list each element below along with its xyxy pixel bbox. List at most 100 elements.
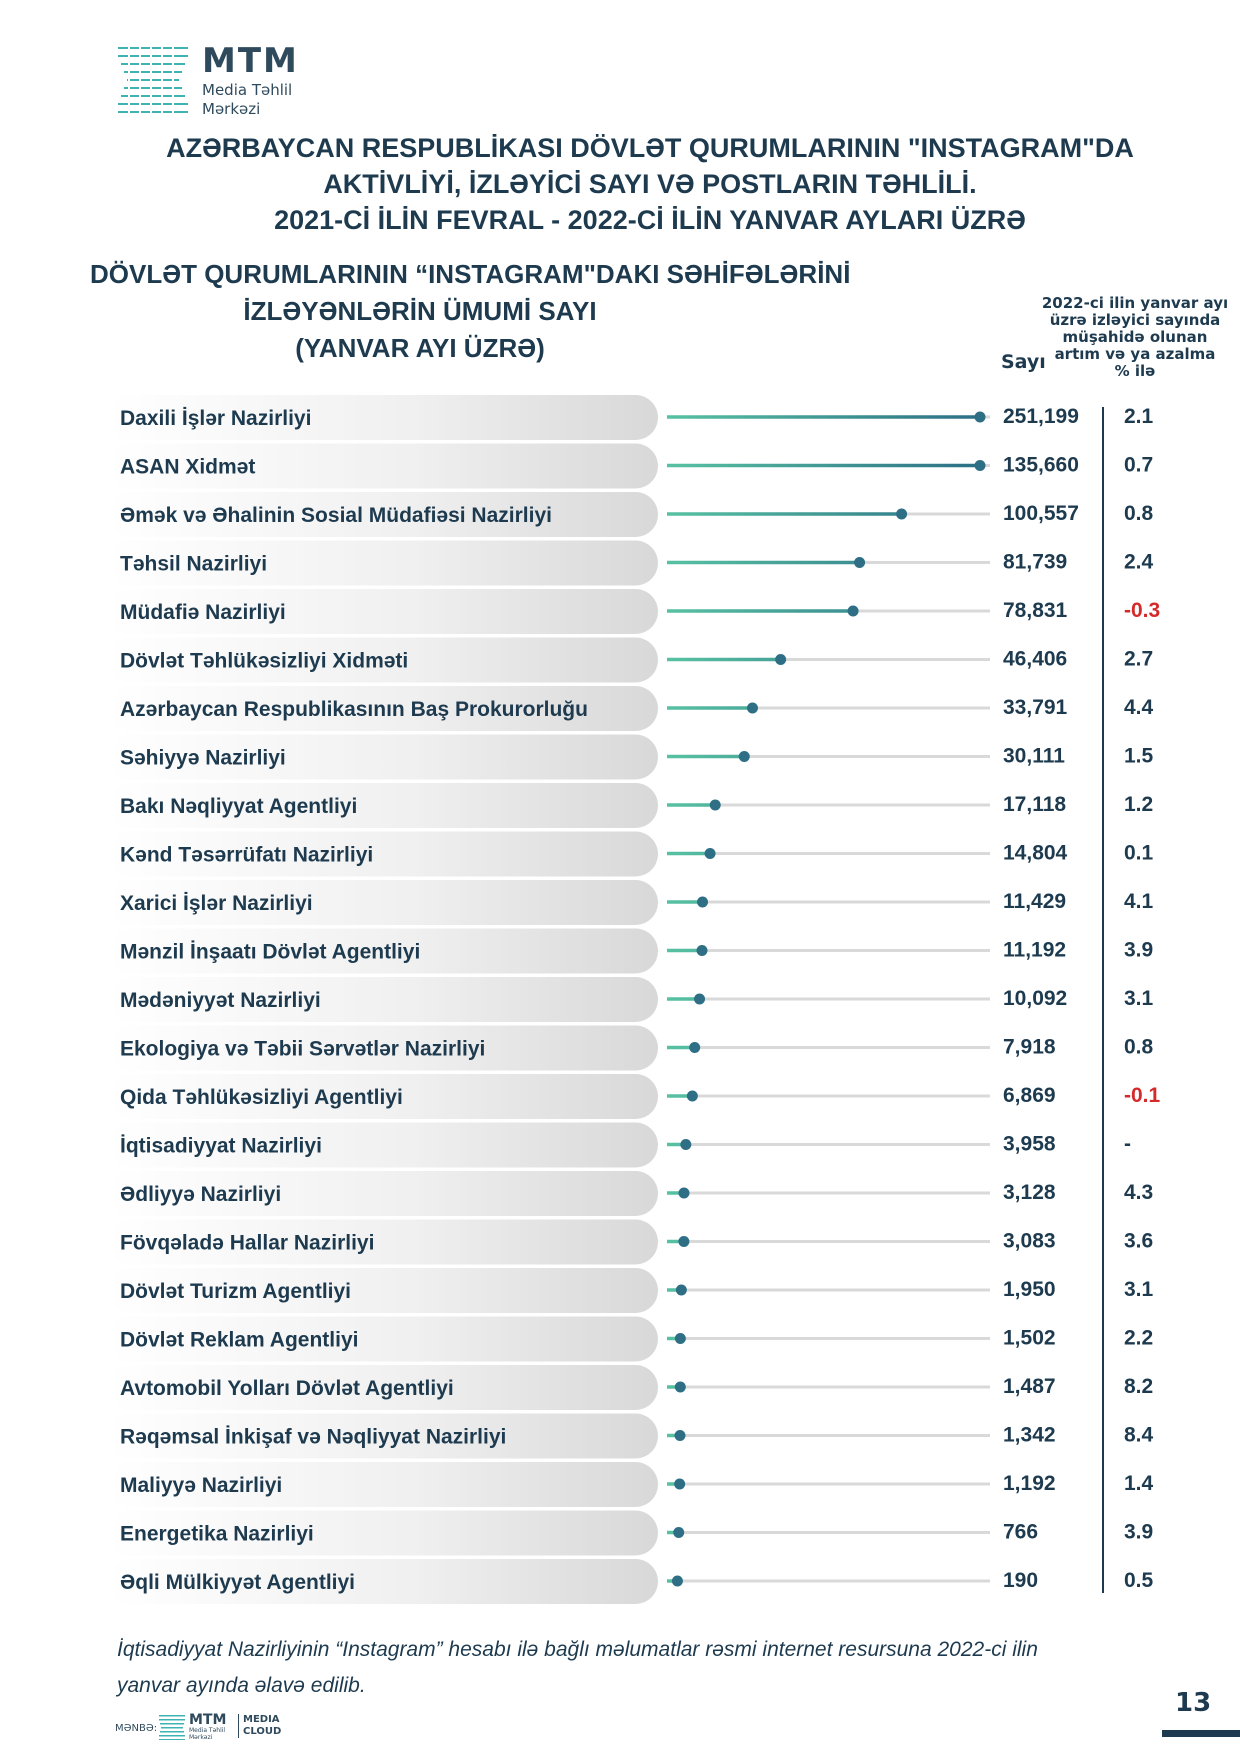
- row-change-label: 0.1: [1124, 842, 1154, 865]
- row-label: Daxili İşlər Nazirliyi: [120, 407, 311, 430]
- row-label-background: [108, 492, 658, 537]
- column-header-change-line5: % ilə: [1114, 362, 1156, 380]
- row-dot: [686, 1090, 698, 1102]
- row-dot: [678, 1187, 690, 1199]
- row-value-label: 17,118: [1003, 793, 1066, 816]
- row-change-label: 2.7: [1124, 648, 1153, 671]
- row-label: Mənzil İnşaatı Dövlət Agentliyi: [120, 941, 420, 964]
- row-label-background: [108, 1413, 658, 1459]
- row-value-label: 10,092: [1003, 987, 1067, 1010]
- row-dot: [680, 1139, 692, 1150]
- row-value-label: 3,958: [1003, 1133, 1056, 1156]
- row-change-label: 3.1: [1124, 987, 1154, 1010]
- row-label: Fövqəladə Hallar Nazirliyi: [120, 1232, 374, 1255]
- row-dot: [854, 557, 866, 568]
- row-value-label: 766: [1003, 1521, 1038, 1544]
- row-label-background: [108, 1025, 658, 1071]
- chart-subtitle-line3: (YANVAR AYI ÜZRƏ): [295, 333, 545, 363]
- footer-media-cloud: MEDIA CLOUD: [243, 1714, 281, 1738]
- chart-row: Bakı Nəqliyyat Agentliyi 17,118 1.2: [108, 783, 1153, 828]
- chart-row: Kənd Təsərrüfatı Nazirliyi 14,804 0.1: [108, 831, 1154, 877]
- row-dot: [671, 1575, 683, 1587]
- chart-rows: Daxili İşlər Nazirliyi 251,199 2.1 ASAN Xid…: [108, 395, 1161, 1604]
- logo-subtitle: Media Təhlil Mərkəzi: [202, 81, 292, 119]
- row-value-label: 11,192: [1003, 939, 1066, 962]
- row-dot: [746, 702, 758, 714]
- row-dot: [738, 751, 750, 762]
- row-label-background: [108, 1462, 658, 1507]
- row-value-label: 11,429: [1003, 890, 1066, 913]
- row-dot: [847, 605, 859, 617]
- chart-row: Mənzil İnşaatı Dövlət Agentliyi 11,192 3.9: [108, 928, 1153, 974]
- page-title-line3: 2021-Cİ İLİN FEVRAL - 2022-Cİ İLİN YANVA…: [274, 205, 1026, 235]
- chart-row: Əqli Mülkiyyət Agentliyi 190 0.5: [108, 1559, 1154, 1604]
- row-change-label: 3.1: [1124, 1278, 1154, 1301]
- row-dot: [704, 848, 716, 859]
- row-dot: [674, 1333, 686, 1344]
- chart-row: Müdafiə Nazirliyi 78,831 -0.3: [108, 589, 1160, 634]
- row-dot: [896, 508, 908, 520]
- row-value-label: 1,950: [1003, 1278, 1056, 1301]
- chart-subtitle-line1: DÖVLƏT QURUMLARININ “INSTAGRAM"DAKI SƏHİ…: [90, 259, 851, 289]
- row-label: Mədəniyyət Nazirliyi: [120, 989, 321, 1012]
- row-value-label: 30,111: [1003, 745, 1065, 768]
- row-label-background: [108, 783, 658, 828]
- row-dot: [709, 799, 721, 811]
- row-change-label: -0.1: [1124, 1084, 1161, 1107]
- chart-row: Avtomobil Yolları Dövlət Agentliyi 1,487 8…: [108, 1365, 1153, 1410]
- chart-row: Mədəniyyət Nazirliyi 10,092 3.1: [108, 977, 1154, 1022]
- row-label-background: [108, 395, 658, 440]
- chart-row: Azərbaycan Respublikasının Baş Prokurorl…: [108, 686, 1154, 731]
- row-change-label: -0.3: [1124, 599, 1160, 622]
- row-label-background: [108, 880, 658, 925]
- row-dot: [694, 993, 706, 1005]
- row-value-label: 135,660: [1003, 454, 1079, 477]
- footnote-line2: yanvar ayında əlavə edilib.: [117, 1674, 366, 1697]
- chart-row: Əmək və Əhalinin Sosial Müdafiəsi Nazirl…: [108, 492, 1154, 537]
- footer-media-cloud-line2: CLOUD: [243, 1726, 282, 1737]
- row-change-label: 2.2: [1124, 1327, 1153, 1350]
- chart-row: Rəqəmsal İnkişaf və Nəqliyyat Nazirliyi 1…: [108, 1413, 1154, 1459]
- page-number-bar: [1162, 1730, 1240, 1737]
- row-change-label: 0.8: [1124, 1036, 1154, 1059]
- row-dot: [674, 1478, 686, 1490]
- chart-row: Daxili İşlər Nazirliyi 251,199 2.1: [108, 395, 1154, 440]
- logo-subtitle-line1: Media Təhlil: [202, 81, 293, 99]
- row-change-label: 4.4: [1124, 696, 1154, 719]
- row-label-background: [108, 977, 658, 1022]
- row-label-background: [108, 1074, 658, 1119]
- footer-separator: [238, 1714, 239, 1738]
- row-dot: [674, 1381, 686, 1393]
- chart-row: Səhiyyə Nazirliyi 30,111 1.5: [108, 734, 1154, 780]
- row-label-background: [108, 734, 658, 780]
- row-label: Avtomobil Yolları Dövlət Agentliyi: [120, 1377, 454, 1400]
- page-title: AZƏRBAYCAN RESPUBLİKASI DÖVLƏT QURUMLARI…: [40, 130, 1240, 238]
- row-value-label: 7,918: [1003, 1036, 1056, 1059]
- chart-row: Təhsil Nazirliyi 81,739 2.4: [108, 540, 1154, 586]
- row-change-label: 0.7: [1124, 454, 1153, 477]
- chart-row: Xarici İşlər Nazirliyi 11,429 4.1: [108, 880, 1154, 925]
- row-change-label: 4.3: [1124, 1181, 1153, 1204]
- row-label: Əmək və Əhalinin Sosial Müdafiəsi Nazirl…: [120, 504, 552, 527]
- row-value-label: 1,487: [1003, 1375, 1056, 1398]
- chart-row: Dövlət Turizm Agentliyi 1,950 3.1: [108, 1268, 1154, 1313]
- row-label: Səhiyyə Nazirliyi: [120, 747, 286, 770]
- chart-row: İqtisadiyyat Nazirliyi 3,958 -: [108, 1122, 1131, 1168]
- row-label: Azərbaycan Respublikasının Baş Prokurorl…: [120, 698, 588, 721]
- footer-logo-subtitle: Media Təhlil Mərkəzi: [189, 1727, 226, 1741]
- row-change-label: 3.9: [1124, 939, 1153, 962]
- row-label: Qida Təhlükəsizliyi Agentliyi: [120, 1086, 403, 1109]
- row-change-label: 8.4: [1124, 1424, 1154, 1447]
- row-change-label: 1.5: [1124, 745, 1154, 768]
- footer-source-label: MƏNBƏ:: [115, 1723, 158, 1734]
- row-change-label: 2.4: [1124, 551, 1154, 574]
- row-label: Dövlət Reklam Agentliyi: [120, 1329, 358, 1352]
- row-label: ASAN Xidmət: [120, 456, 255, 479]
- mtm-logo-icon: [118, 45, 188, 115]
- column-header-change: 2022-ci ilin yanvar ayı üzrə izləyici sa…: [1040, 295, 1230, 380]
- page-title-line1: AZƏRBAYCAN RESPUBLİKASI DÖVLƏT QURUMLARI…: [166, 133, 1134, 163]
- row-change-label: 0.8: [1124, 502, 1154, 525]
- column-header-count: Sayı: [1001, 351, 1046, 373]
- footer-media-cloud-line1: MEDIA: [243, 1714, 280, 1725]
- row-label-background: [108, 589, 658, 634]
